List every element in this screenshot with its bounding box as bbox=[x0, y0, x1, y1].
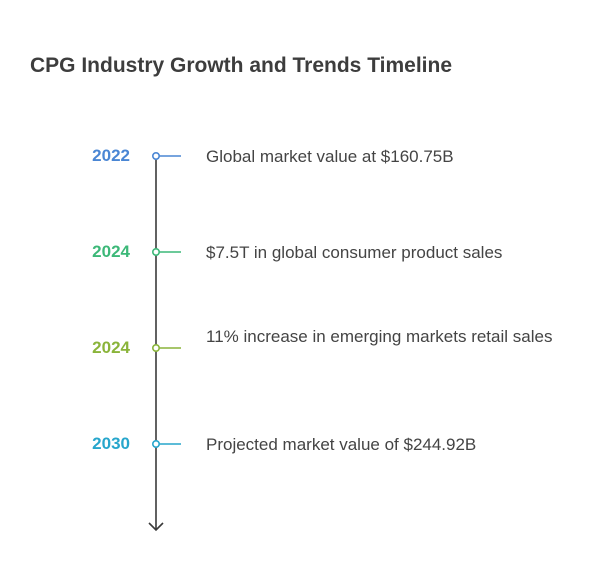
event-year-2: 2024 bbox=[92, 242, 130, 261]
event-year-1: 2022 bbox=[92, 146, 130, 165]
event-description-3: 11% increase in emerging markets retail … bbox=[206, 327, 553, 346]
diagram-title: CPG Industry Growth and Trends Timeline bbox=[30, 54, 453, 77]
event-description-1: Global market value at $160.75B bbox=[206, 147, 454, 166]
event-dot-2 bbox=[152, 248, 161, 257]
event-year-3: 2024 bbox=[92, 338, 130, 357]
timeline-arrow-icon bbox=[148, 522, 164, 532]
event-dot-3 bbox=[152, 343, 161, 352]
event-description-4: Projected market value of $244.92B bbox=[206, 435, 477, 454]
event-year-4: 2030 bbox=[92, 434, 130, 453]
event-dot-1 bbox=[152, 152, 161, 161]
event-dot-4 bbox=[152, 439, 161, 448]
event-description-2: $7.5T in global consumer product sales bbox=[206, 243, 503, 262]
